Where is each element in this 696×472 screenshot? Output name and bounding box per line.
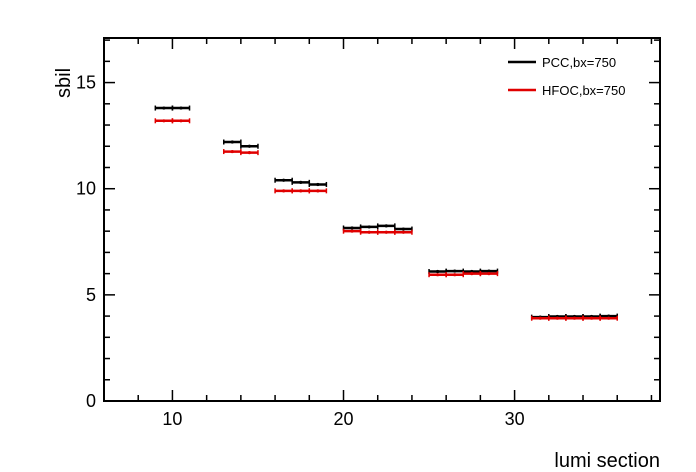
data-point-marker	[299, 189, 303, 193]
x-axis-label: lumi section	[554, 450, 660, 472]
plot-frame	[103, 37, 661, 402]
data-point-marker	[470, 272, 474, 276]
x-tick-label: 10	[162, 409, 182, 429]
y-tick-label: 5	[86, 285, 96, 305]
data-point-marker	[384, 224, 388, 228]
data-point-marker	[162, 119, 166, 123]
data-point-marker	[555, 316, 559, 320]
data-point-marker	[247, 151, 252, 155]
data-point-marker	[179, 106, 183, 110]
data-point-marker	[401, 227, 405, 231]
data-point-marker	[179, 119, 183, 123]
data-point-marker	[436, 273, 440, 277]
data-point-marker	[487, 269, 491, 273]
data-point-marker	[453, 269, 457, 273]
legend-label: HFOC,bx=750	[542, 83, 625, 98]
data-point-marker	[316, 182, 320, 187]
series-pcc	[154, 105, 618, 320]
data-point-marker	[282, 178, 286, 182]
legend: PCC,bx=750 HFOC,bx=750	[508, 55, 625, 98]
axis-tick-labels: 10 20 30 0 5 10 15	[76, 73, 525, 429]
data-point-marker	[538, 316, 542, 320]
data-point-marker	[350, 229, 354, 233]
data-point-marker	[316, 189, 320, 193]
y-tick-label: 0	[86, 391, 96, 411]
series-hfoc	[154, 118, 618, 321]
axis-ticks	[103, 38, 660, 402]
data-point-marker	[607, 316, 611, 320]
data-point-marker	[384, 230, 388, 234]
data-point-marker	[436, 269, 440, 274]
data-point-marker	[453, 273, 457, 277]
data-point-marker	[299, 180, 303, 184]
y-tick-label: 10	[76, 179, 96, 199]
legend-label: PCC,bx=750	[542, 55, 616, 70]
data-point-marker	[367, 230, 371, 234]
series-layer	[154, 105, 618, 321]
x-tick-label: 30	[505, 409, 525, 429]
data-point-marker	[230, 149, 234, 154]
y-axis-label: sbil	[53, 68, 75, 98]
data-point-marker	[230, 140, 234, 144]
x-tick-label: 20	[333, 409, 353, 429]
data-point-marker	[572, 316, 577, 320]
data-point-marker	[401, 230, 405, 234]
data-point-marker	[487, 272, 491, 276]
data-point-marker	[367, 225, 371, 229]
data-point-marker	[589, 316, 594, 320]
data-point-marker	[282, 189, 286, 193]
data-point-marker	[247, 144, 252, 148]
y-tick-label: 15	[76, 73, 96, 93]
data-point-marker	[350, 226, 354, 230]
data-point-marker	[162, 106, 166, 110]
